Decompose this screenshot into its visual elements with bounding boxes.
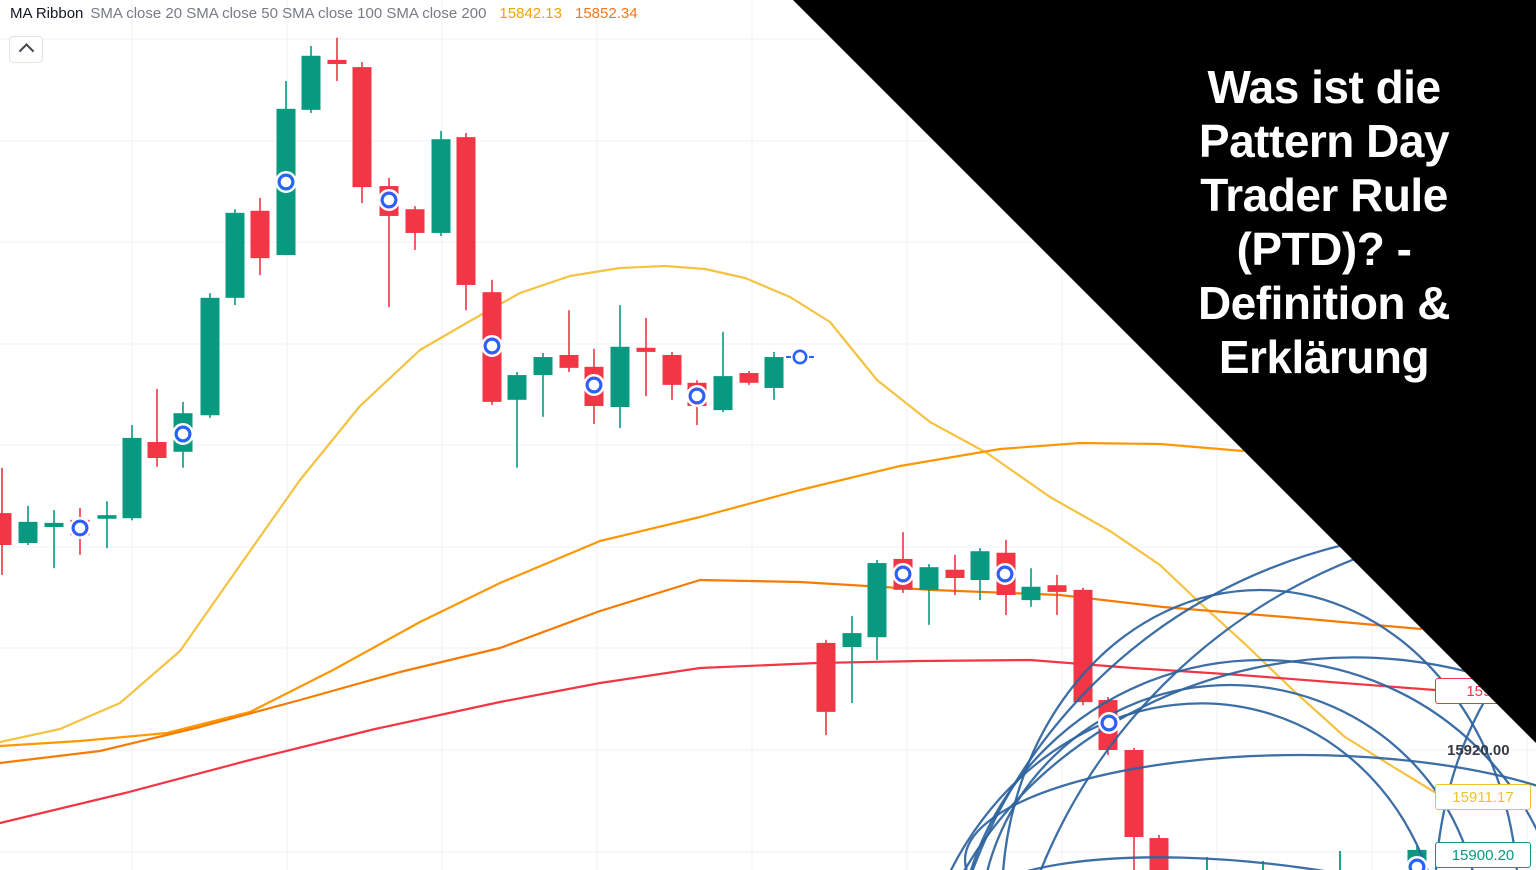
overlay-title-line: Erklärung [1218, 331, 1430, 383]
overlay-title-line: Pattern Day [1198, 115, 1450, 167]
overlay-title-line: Trader Rule [1200, 169, 1448, 221]
indicator-title[interactable]: MA Ribbon [10, 5, 84, 22]
indicator-legend: MA Ribbon SMA close 20 SMA close 50 SMA … [10, 5, 638, 22]
chevron-up-icon [18, 43, 34, 59]
overlay-title-line: (PTD)? - [1236, 223, 1412, 275]
overlay-title-line: Was ist die [1207, 61, 1441, 113]
legend-collapse-button[interactable] [9, 36, 43, 63]
indicator-params: SMA close 20 SMA close 50 SMA close 100 … [90, 5, 487, 22]
sma20-price-label: 15911.17 [1435, 784, 1531, 810]
last-price-label: 15900.20 [1435, 842, 1531, 868]
overlay-title: Was ist die Pattern Day Trader Rule (PTD… [1132, 60, 1516, 384]
scale-tick-label: 15920.00 [1447, 742, 1510, 759]
indicator-value-sma20: 15842.13 [499, 5, 562, 22]
overlay-title-line: Definition & [1197, 277, 1451, 329]
clipped-price-label: 1593 [1449, 701, 1482, 709]
indicator-value-sma50: 15852.34 [575, 5, 638, 22]
